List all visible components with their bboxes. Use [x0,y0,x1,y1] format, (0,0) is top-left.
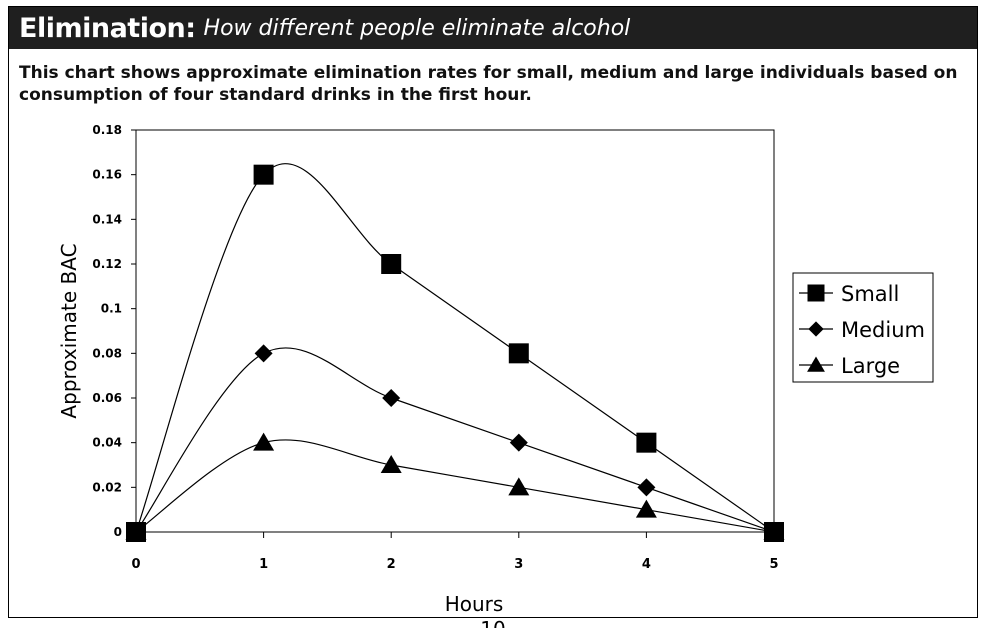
point-large-3 [508,477,530,496]
x-axis-title: Hours [445,592,504,616]
point-small-3 [508,343,529,364]
title-text: Elimination [19,12,186,44]
x-tick-label: 4 [642,557,651,572]
title-separator: : [185,12,196,44]
x-tick-label: 0 [131,557,140,572]
y-tick-label: 0.14 [92,212,122,226]
point-large-1 [253,432,275,451]
point-medium-3 [509,433,528,452]
chart-description: This chart shows approximate elimination… [19,63,958,105]
x-tick-label: 1 [259,557,268,572]
y-tick-label: 0.06 [92,391,122,405]
point-large-5 [763,522,785,540]
page-number: 10 [480,617,505,628]
legend-label-medium: Medium [841,318,925,342]
y-axis-title: Approximate BAC [57,243,81,418]
y-tick-label: 0.1 [101,302,122,316]
page-subtitle: How different people eliminate alcohol [203,15,631,41]
y-tick-label: 0 [114,525,122,539]
x-tick-label: 2 [387,557,396,572]
point-medium-2 [382,389,401,407]
series-line-large [135,439,775,533]
point-small-1 [253,164,274,185]
point-small-2 [381,254,402,274]
y-tick-label: 0.18 [92,123,122,137]
y-tick-label: 0.16 [92,168,122,182]
point-large-0 [125,522,147,540]
x-tick-label: 3 [514,557,523,572]
legend-marker-large [807,356,825,372]
y-tick-label: 0.08 [92,346,122,360]
legend-label-large: Large [841,354,900,378]
point-large-4 [635,499,657,518]
y-tick-label: 0.04 [92,436,122,450]
point-medium-4 [637,478,656,497]
chart-frame: Elimination: How different people elimin… [8,6,978,618]
page-title: Elimination: [19,13,196,44]
x-tick-label: 5 [769,557,778,572]
point-large-2 [380,455,402,473]
legend-marker-small [807,284,825,302]
point-medium-1 [254,344,273,363]
legend-label-small: Small [841,282,899,306]
header-bar: Elimination: How different people elimin… [9,7,977,49]
plot-area [135,129,775,533]
y-tick-label: 0.02 [92,480,122,494]
legend-marker-medium [808,321,824,337]
series-line-medium [135,347,775,533]
point-small-4 [636,432,657,453]
y-tick-label: 0.12 [92,257,122,271]
